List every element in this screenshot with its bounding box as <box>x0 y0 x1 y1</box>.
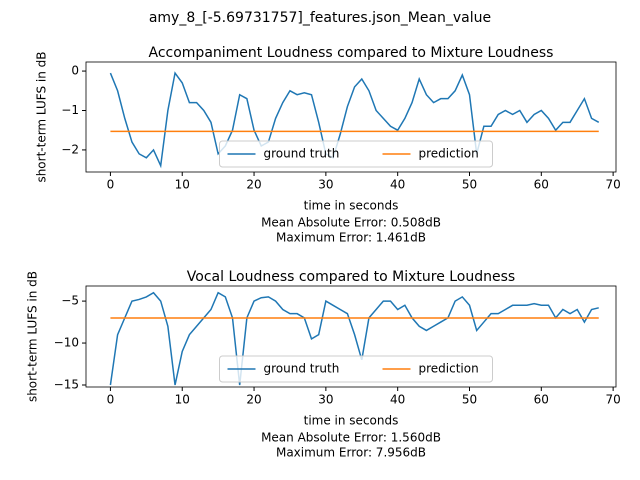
legend-box <box>219 140 493 168</box>
y-tick-label: −2 <box>61 142 79 156</box>
y-tick-label: −15 <box>54 377 79 391</box>
x-axis-label: time in seconds <box>304 414 399 428</box>
figure-title: amy_8_[-5.69731757]_features.json_Mean_v… <box>149 10 491 26</box>
legend-label: prediction <box>419 147 479 161</box>
chart-title: Vocal Loudness compared to Mixture Loudn… <box>187 269 515 285</box>
x-tick-label: 30 <box>318 393 333 407</box>
y-axis-label: short-term LUFS in dB <box>35 51 49 182</box>
y-tick-label: −1 <box>61 103 79 117</box>
x-tick-label: 50 <box>462 393 477 407</box>
x-tick-label: 10 <box>175 178 190 192</box>
legend-label: ground truth <box>264 147 340 161</box>
y-tick-label: −5 <box>61 294 79 308</box>
x-tick-label: 50 <box>462 178 477 192</box>
x-tick-label: 30 <box>318 178 333 192</box>
x-tick-label: 60 <box>534 393 549 407</box>
annotation: Mean Absolute Error: 1.560dB <box>261 431 441 445</box>
x-tick-label: 40 <box>390 178 405 192</box>
x-tick-label: 60 <box>534 178 549 192</box>
plot-frame <box>85 61 617 173</box>
x-tick-label: 20 <box>246 393 261 407</box>
x-tick-label: 70 <box>605 178 620 192</box>
x-tick-label: 20 <box>246 178 261 192</box>
legend-label: ground truth <box>264 362 340 376</box>
y-tick-label: 0 <box>71 64 79 78</box>
y-tick-label: −10 <box>54 336 79 350</box>
series-line <box>109 291 599 386</box>
plot-frame <box>85 285 617 388</box>
legend-box <box>219 355 493 383</box>
x-tick-label: 0 <box>107 178 115 192</box>
x-tick-label: 70 <box>605 393 620 407</box>
chart-title: Accompaniment Loudness compared to Mixtu… <box>149 45 554 61</box>
legend-label: prediction <box>419 362 479 376</box>
x-tick-label: 10 <box>175 393 190 407</box>
y-axis-label: short-term LUFS in dB <box>26 271 40 402</box>
annotation: Maximum Error: 7.956dB <box>276 446 426 460</box>
series-line <box>109 71 600 169</box>
x-tick-label: 40 <box>390 393 405 407</box>
x-tick-label: 0 <box>107 393 115 407</box>
annotation: Maximum Error: 1.461dB <box>276 231 426 245</box>
x-axis-label: time in seconds <box>304 199 399 213</box>
annotation: Mean Absolute Error: 0.508dB <box>261 216 441 230</box>
